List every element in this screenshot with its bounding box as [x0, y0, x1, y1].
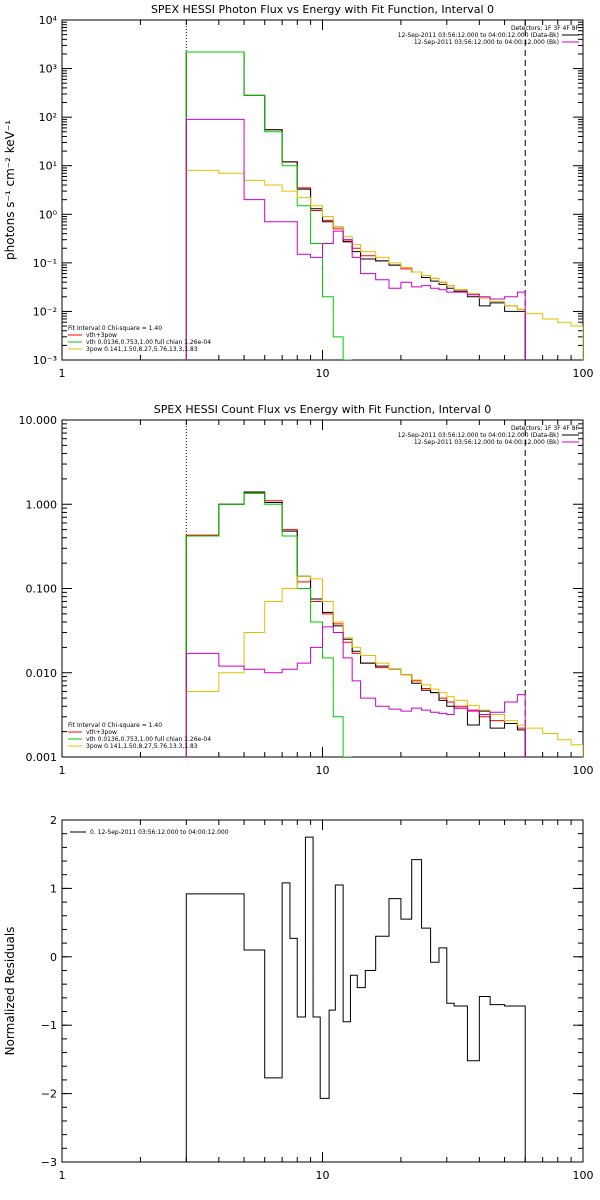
x-tick-label: 1: [59, 1169, 66, 1182]
legend-label: 12-Sep-2011 03:56:12.000 to 04:00:12.000…: [414, 439, 559, 446]
legend-header: Detectors: 1F 3F 4F 8F: [511, 25, 580, 32]
chart-panel-1: SPEX HESSI Photon Flux vs Energy with Fi…: [3, 3, 594, 380]
legend-label: 12-Sep-2011 03:56:12.000 to 04:00:12.000…: [398, 432, 559, 439]
x-tick-label: 1: [59, 764, 66, 777]
y-tick-label: 0: [50, 951, 57, 964]
series-line-3: [185, 492, 353, 757]
y-tick-label: 10⁰: [39, 208, 58, 221]
chart-title: SPEX HESSI Photon Flux vs Energy with Fi…: [151, 3, 494, 16]
chart-title: SPEX HESSI Count Flux vs Energy with Fit…: [154, 403, 491, 416]
y-tick-label: −3: [41, 1156, 57, 1169]
y-axis-label: photons s⁻¹ cm⁻² keV⁻¹: [3, 120, 17, 260]
series-line-5: [185, 626, 526, 757]
legend-label: 3pow 0.141,1.50,8.27,5.76,13.3,1.83: [86, 346, 198, 353]
y-tick-label: 0.010: [26, 667, 58, 680]
y-tick-label: 1.000: [26, 498, 58, 511]
y-tick-label: 10³: [39, 63, 57, 76]
series-line-5: [185, 118, 526, 360]
legend-label: 12-Sep-2011 03:56:12.000 to 04:00:12.000…: [398, 32, 559, 39]
y-tick-label: 10⁻²: [33, 305, 57, 318]
legend-header: Fit Interval 0 Chi-square = 1.40: [68, 722, 162, 729]
legend-label: vth 0.0136,0.753,1.00 full chian 1.26e-0…: [86, 339, 211, 346]
legend-bottom-left: Fit Interval 0 Chi-square = 1.40vth+3pow…: [68, 325, 211, 353]
chart-panel-3: 1 10 100 −3 −2 −1 0 1 2 Normalized Residuals 0. 12…: [3, 814, 594, 1182]
series-group: [185, 51, 583, 360]
x-tick-label: 100: [573, 764, 594, 777]
legend-bottom-left: Fit Interval 0 Chi-square = 1.40vth+3pow…: [68, 722, 211, 750]
y-tick-label: 10²: [39, 111, 57, 124]
y-tick-label: 2: [50, 814, 57, 827]
series-line-1: [185, 51, 526, 360]
y-tick-label: −1: [41, 1019, 57, 1032]
series-line-2: [185, 491, 526, 757]
legend-label: vth 0.0136,0.753,1.00 full chian 1.26e-0…: [86, 736, 211, 743]
legend-header: Fit Interval 0 Chi-square = 1.40: [68, 325, 162, 332]
series-line-3: [185, 51, 353, 360]
x-tick-label: 100: [573, 1169, 594, 1182]
y-tick-label: 0.001: [26, 751, 58, 764]
y-tick-label: 0.100: [26, 583, 58, 596]
legend-header: Detectors: 1F 3F 4F 8F: [511, 425, 580, 432]
y-tick-label: −2: [41, 1088, 57, 1101]
series-line-1: [185, 492, 526, 757]
y-tick-label: 1: [50, 882, 57, 895]
legend-label: vth+3pow: [86, 332, 117, 339]
legend-label: 12-Sep-2011 03:56:12.000 to 04:00:12.000…: [414, 39, 559, 46]
legend-label: vth+3pow: [86, 729, 117, 736]
series-group: [185, 836, 526, 1162]
plot-frame: [61, 819, 584, 1163]
y-tick-label: 10⁻³: [33, 354, 57, 367]
x-tick-label: 10: [316, 764, 330, 777]
series-line-2: [185, 51, 526, 360]
series-line-1: [185, 836, 526, 1162]
y-tick-label: 10.000: [19, 414, 58, 427]
x-tick-label: 1: [59, 367, 66, 380]
x-tick-label: 10: [316, 367, 330, 380]
legend-label: 3pow 0.141,1.50,8.27,5.76,13.3,1.83: [86, 743, 198, 750]
chart-panel-2: SPEX HESSI Count Flux vs Energy with Fit…: [19, 403, 594, 777]
y-tick-label: 10⁻¹: [33, 257, 57, 270]
series-group: [185, 491, 583, 757]
y-tick-label: 10¹: [39, 160, 57, 173]
series-line-4: [185, 575, 583, 757]
x-tick-label: 10: [316, 1169, 330, 1182]
legend-label: 0. 12-Sep-2011 03:56:12.000 to 04:00:12.…: [90, 829, 229, 836]
series-line-4: [185, 169, 583, 360]
x-tick-label: 100: [573, 367, 594, 380]
y-axis-label: Normalized Residuals: [3, 927, 17, 1056]
legend-top-left: 0. 12-Sep-2011 03:56:12.000 to 04:00:12.…: [70, 829, 229, 836]
y-tick-label: 10⁴: [39, 14, 58, 27]
